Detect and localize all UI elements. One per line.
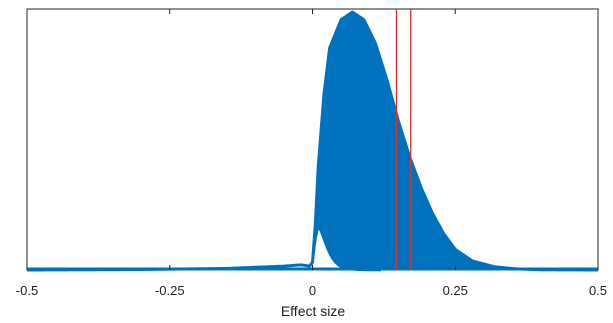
x-tick-label: 0.5: [589, 283, 607, 298]
x-tick-label: -0.5: [16, 283, 38, 298]
x-axis-ticks: -0.5 -0.25 0 0.25 0.5: [16, 9, 607, 298]
density-band: [312, 12, 598, 271]
x-tick-label: 0: [309, 283, 316, 298]
x-tick-label: 0.25: [443, 283, 468, 298]
plot-area: [26, 8, 599, 271]
x-axis-title: Effect size: [281, 303, 346, 319]
x-tick-label: -0.25: [155, 283, 185, 298]
